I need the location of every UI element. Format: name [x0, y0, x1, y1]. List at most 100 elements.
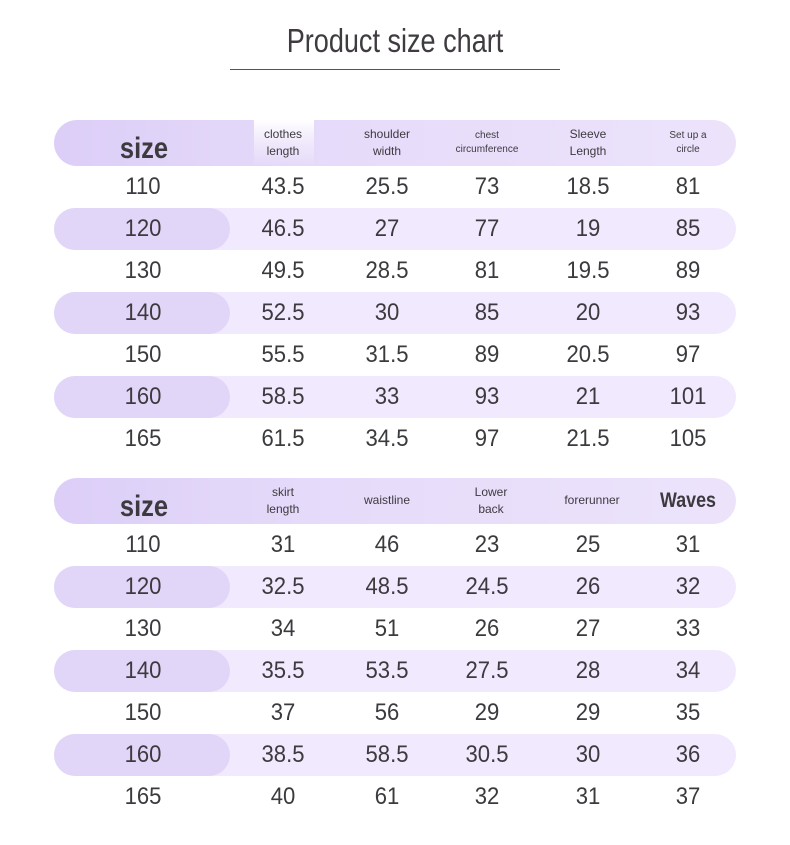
size-cell: 160 — [124, 741, 162, 768]
value-cell: 33 — [374, 383, 400, 410]
value-cell: 101 — [669, 383, 707, 410]
table-header: size clothes length shoulder width chest ci… — [54, 120, 736, 166]
size-cell: 120 — [124, 573, 162, 600]
size-cell: 140 — [124, 657, 162, 684]
value-cell: 51 — [374, 615, 400, 642]
value-cell: 37 — [675, 783, 701, 810]
value-cell: 31 — [575, 783, 601, 810]
value-cell: 21.5 — [566, 425, 610, 452]
header-size: size — [119, 490, 169, 524]
value-cell: 58.5 — [365, 741, 409, 768]
value-cell: 35.5 — [261, 657, 305, 684]
table-row: 110 31 46 23 25 31 — [54, 524, 736, 566]
header-forerunner: forerunner — [564, 493, 620, 508]
value-cell: 30 — [374, 299, 400, 326]
value-cell: 27 — [575, 615, 601, 642]
value-cell: 31 — [675, 531, 701, 558]
value-cell: 27.5 — [465, 657, 509, 684]
header-waistline: waistline — [363, 493, 411, 508]
value-cell: 34 — [270, 615, 296, 642]
title-underline — [230, 69, 560, 70]
value-cell: 20 — [575, 299, 601, 326]
size-highlight — [54, 650, 230, 692]
value-cell: 85 — [474, 299, 500, 326]
size-cell: 165 — [124, 783, 162, 810]
header-lower-back: Lower back — [474, 484, 508, 516]
value-cell: 38.5 — [261, 741, 305, 768]
value-cell: 58.5 — [261, 383, 305, 410]
table-header: size skirt length waistline Lower back for… — [54, 478, 736, 524]
value-cell: 34.5 — [365, 425, 409, 452]
value-cell: 25 — [575, 531, 601, 558]
value-cell: 24.5 — [465, 573, 509, 600]
table-row: 130 49.5 28.5 81 19.5 89 — [54, 250, 736, 292]
value-cell: 26 — [474, 615, 500, 642]
table-row: 160 38.5 58.5 30.5 30 36 — [54, 734, 736, 776]
value-cell: 32 — [474, 783, 500, 810]
value-cell: 40 — [270, 783, 296, 810]
header-shoulder-width: shoulder width — [363, 126, 411, 158]
table-row: 130 34 51 26 27 33 — [54, 608, 736, 650]
value-cell: 73 — [474, 173, 500, 200]
header-sleeve-length: Sleeve Length — [569, 126, 607, 158]
value-cell: 34 — [675, 657, 701, 684]
value-cell: 33 — [675, 615, 701, 642]
value-cell: 46.5 — [261, 215, 305, 242]
size-highlight — [54, 734, 230, 776]
value-cell: 30.5 — [465, 741, 509, 768]
size-cell: 140 — [124, 299, 162, 326]
value-cell: 93 — [474, 383, 500, 410]
value-cell: 25.5 — [365, 173, 409, 200]
value-cell: 31 — [270, 531, 296, 558]
value-cell: 19 — [575, 215, 601, 242]
header-chest-circumference: chest circumference — [455, 129, 519, 156]
value-cell: 85 — [675, 215, 701, 242]
value-cell: 28.5 — [365, 257, 409, 284]
header-waves: Waves — [660, 488, 716, 512]
value-cell: 97 — [675, 341, 701, 368]
table-row: 165 61.5 34.5 97 21.5 105 — [54, 418, 736, 460]
table-row: 150 37 56 29 29 35 — [54, 692, 736, 734]
value-cell: 56 — [374, 699, 400, 726]
header-set-up-circle: Set up a circle — [669, 129, 707, 156]
size-cell: 160 — [124, 383, 162, 410]
size-cell: 150 — [124, 699, 162, 726]
value-cell: 31.5 — [365, 341, 409, 368]
value-cell: 77 — [474, 215, 500, 242]
size-cell: 165 — [124, 425, 162, 452]
value-cell: 32.5 — [261, 573, 305, 600]
size-cell: 110 — [125, 173, 161, 200]
value-cell: 18.5 — [566, 173, 610, 200]
table-row: 140 35.5 53.5 27.5 28 34 — [54, 650, 736, 692]
value-cell: 97 — [474, 425, 500, 452]
value-cell: 21 — [575, 383, 601, 410]
size-highlight — [54, 376, 230, 418]
value-cell: 32 — [675, 573, 701, 600]
value-cell: 37 — [270, 699, 296, 726]
page-title: Product size chart — [286, 22, 504, 59]
value-cell: 27 — [374, 215, 400, 242]
value-cell: 48.5 — [365, 573, 409, 600]
value-cell: 23 — [474, 531, 500, 558]
table-row: 140 52.5 30 85 20 93 — [54, 292, 736, 334]
table-row: 110 43.5 25.5 73 18.5 81 — [54, 166, 736, 208]
size-cell: 130 — [124, 615, 162, 642]
size-highlight — [54, 292, 230, 334]
value-cell: 61 — [374, 783, 400, 810]
value-cell: 49.5 — [261, 257, 305, 284]
table-row: 120 32.5 48.5 24.5 26 32 — [54, 566, 736, 608]
value-cell: 61.5 — [261, 425, 305, 452]
table-row: 160 58.5 33 93 21 101 — [54, 376, 736, 418]
value-cell: 36 — [675, 741, 701, 768]
table-row: 165 40 61 32 31 37 — [54, 776, 736, 818]
value-cell: 53.5 — [365, 657, 409, 684]
size-cell: 130 — [124, 257, 162, 284]
value-cell: 105 — [669, 425, 707, 452]
value-cell: 20.5 — [566, 341, 610, 368]
value-cell: 30 — [575, 741, 601, 768]
size-cell: 120 — [124, 215, 162, 242]
value-cell: 43.5 — [261, 173, 305, 200]
value-cell: 81 — [474, 257, 500, 284]
header-clothes-length: clothes length — [263, 126, 303, 158]
header-size: size — [119, 132, 169, 166]
